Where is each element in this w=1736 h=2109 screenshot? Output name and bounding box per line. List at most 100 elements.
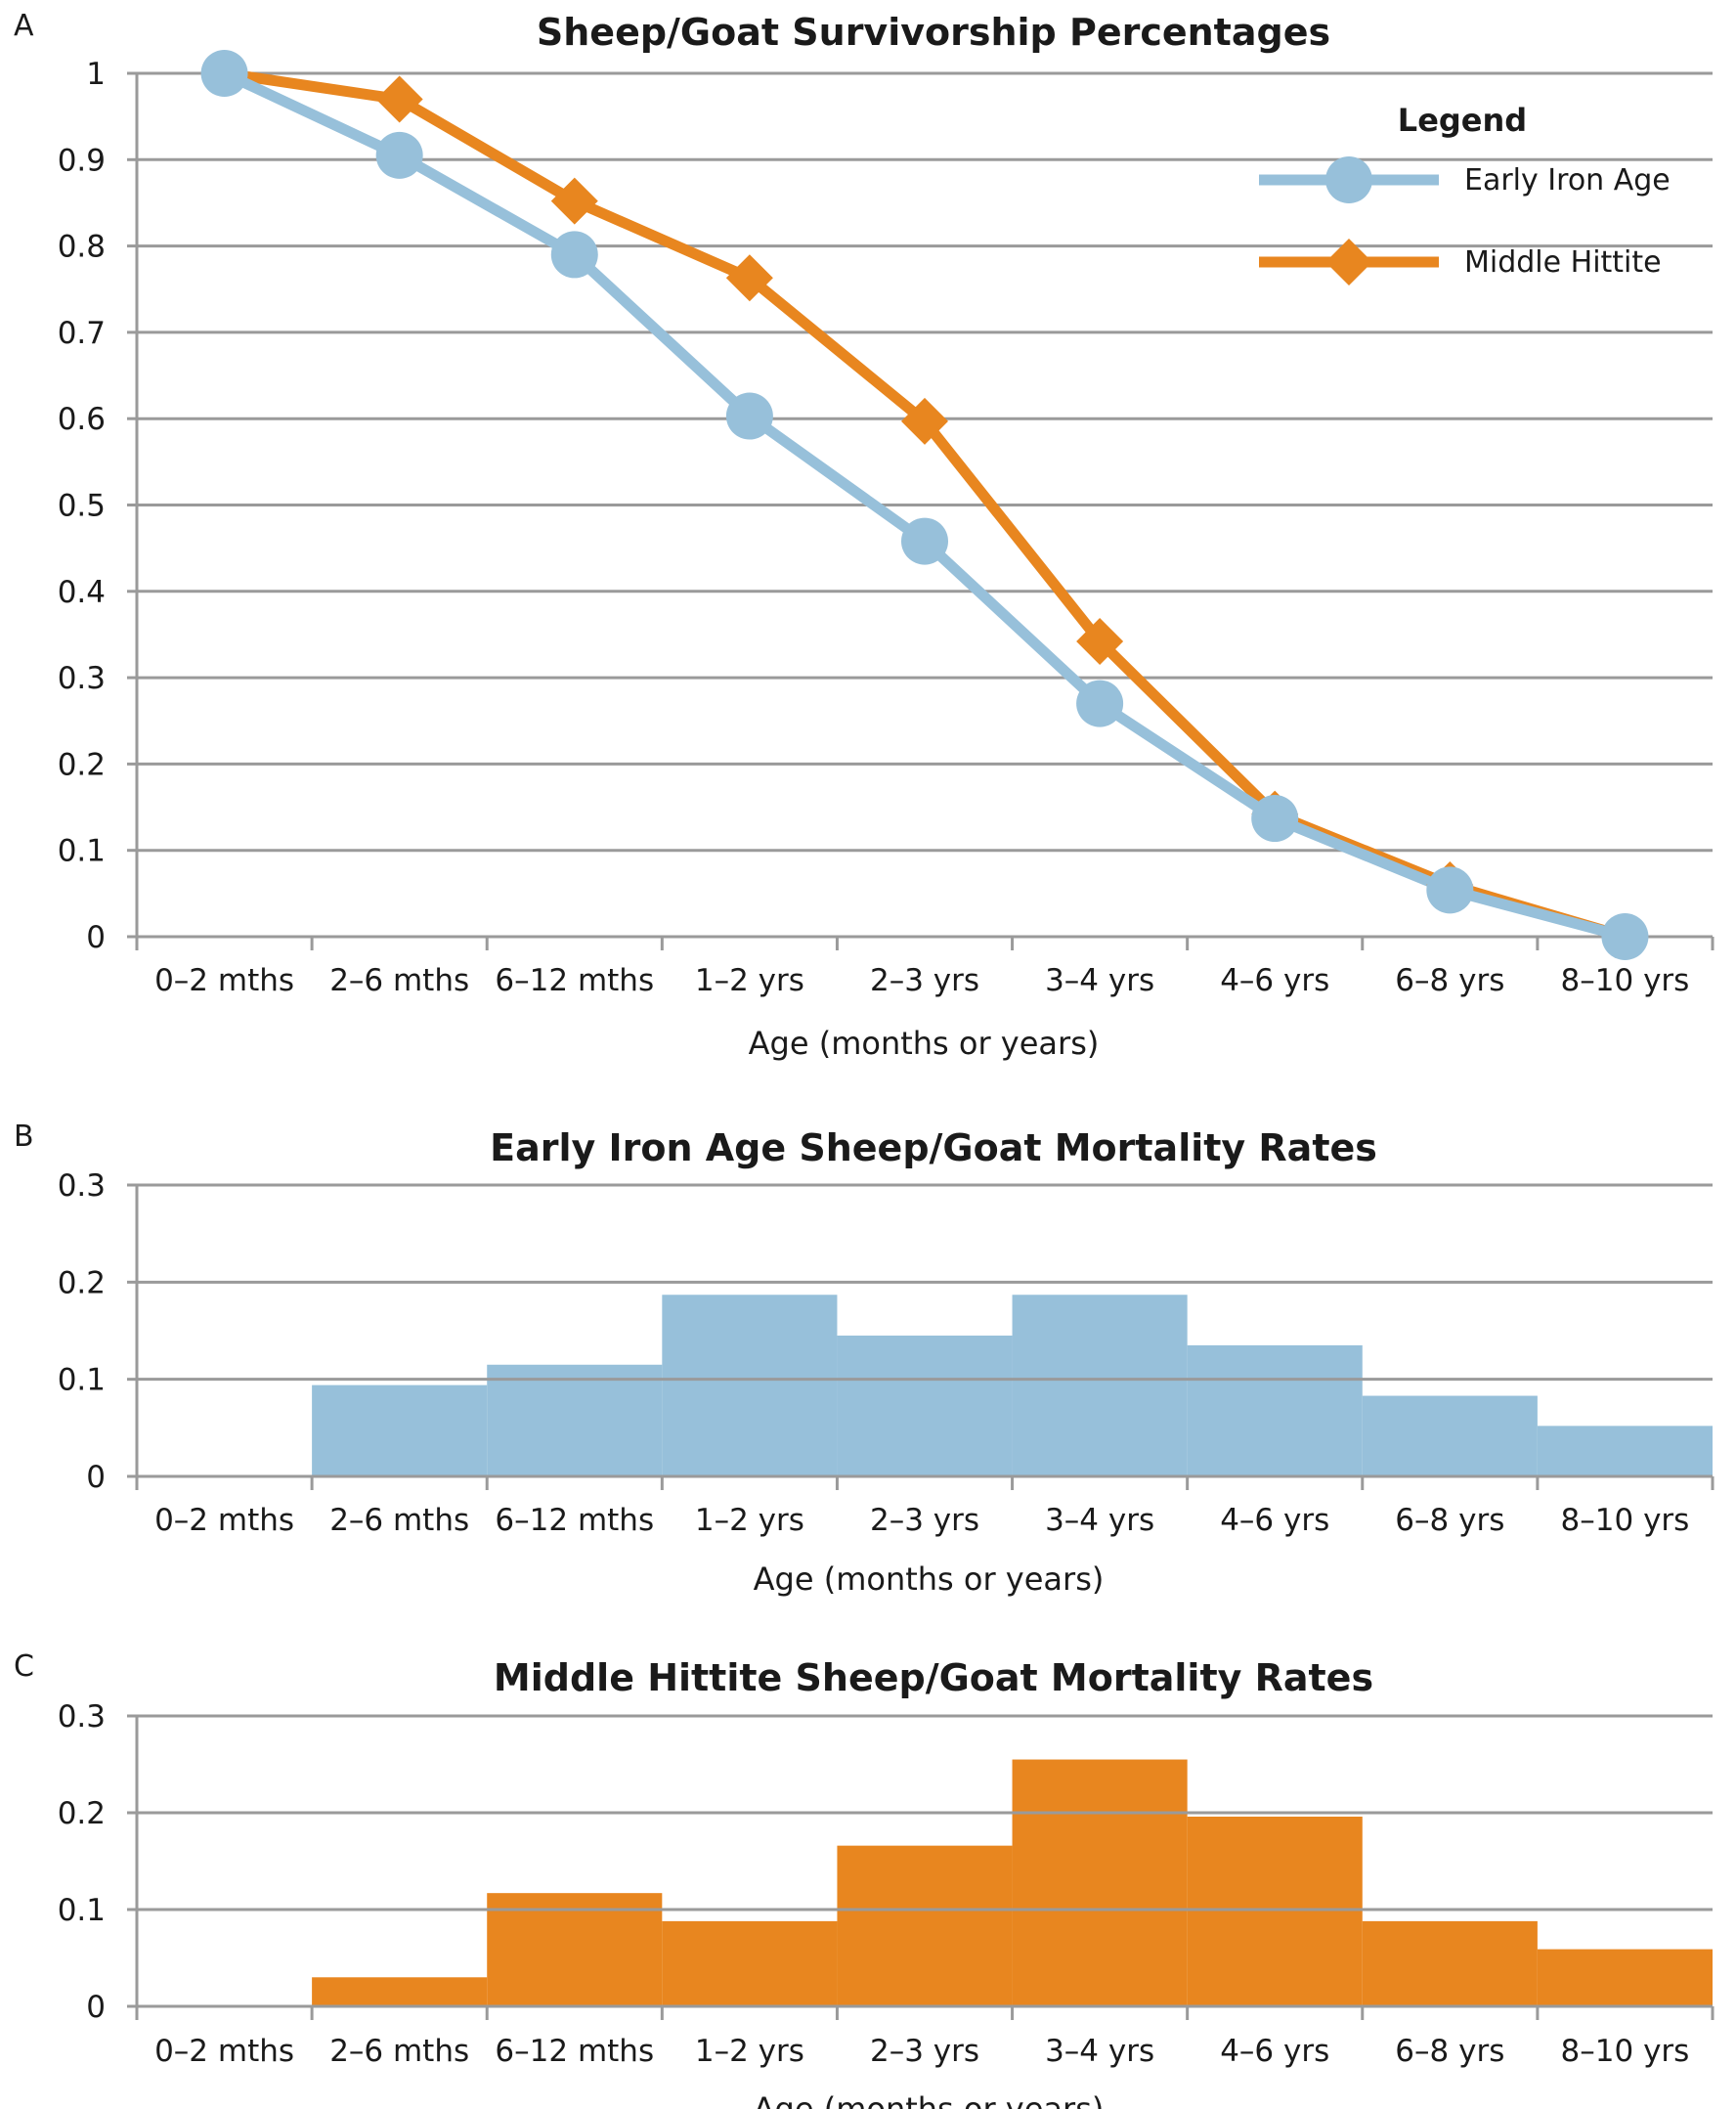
legend-entry-middle-hittite: Middle Hittite: [1259, 239, 1662, 286]
panel-b-bar-4-6-yrs: [1187, 1344, 1363, 1476]
panel-b-bar-2-3-yrs: [837, 1335, 1013, 1476]
panel-a-title: Sheep/Goat Survivorship Percentages: [537, 11, 1330, 54]
panel-c-x-tick-label-3-4-yrs: 3–4 yrs: [1045, 2034, 1154, 2069]
panel-c-axes: 0 0.1 0.2 0.3 0–2 mths 2–6 mths 6–12 mths 1–2 y…: [58, 1699, 1714, 2069]
panel-c-y-tick-label: 0.1: [58, 1893, 106, 1928]
panel-a-x-tick-label-2-3-yrs: 2–3 yrs: [870, 963, 979, 998]
panel-a-y-tick-label: 0.5: [58, 489, 106, 524]
panel-c-bar-2-6-mths: [312, 1977, 488, 2006]
panel-b-y-tick-label: 0: [86, 1460, 106, 1495]
panel-b-bar-3-4-yrs: [1012, 1295, 1188, 1476]
panel-a-y-tick-label: 0.7: [58, 316, 106, 351]
panel-c-x-tick-label-8-10-yrs: 8–10 yrs: [1561, 2034, 1690, 2069]
legend-label-early-iron-age: Early Iron Age: [1464, 163, 1671, 198]
panel-b-x-tick-label-8-10-yrs: 8–10 yrs: [1561, 1503, 1690, 1538]
panel-c-x-tick-label-4-6-yrs: 4–6 yrs: [1220, 2034, 1329, 2069]
panel-b-x-tick-label-6-8-yrs: 6–8 yrs: [1395, 1503, 1504, 1538]
panel-c-x-tick-label-6-8-yrs: 6–8 yrs: [1395, 2034, 1504, 2069]
panel-a-y-tick-label: 0: [86, 920, 106, 955]
data-point-early-iron-age-4-6-yrs: [1251, 795, 1299, 843]
panel-b-bar-2-6-mths: [312, 1384, 488, 1476]
panel-a-x-tick-label-8-10-yrs: 8–10 yrs: [1561, 963, 1690, 998]
panel-b-y-tick-label: 0.3: [58, 1168, 106, 1204]
panel-c-y-tick-label: 0: [86, 1990, 106, 2025]
panel-a-legend: Legend Early Iron Age Middle Hittite: [1259, 102, 1671, 286]
panel-a-x-tick-label-6-12-mths: 6–12 mths: [495, 963, 654, 998]
panel-a-markers: [200, 50, 1649, 960]
panel-b-bar-6-8-yrs: [1362, 1395, 1538, 1476]
data-point-early-iron-age-0-2-mths: [200, 50, 248, 97]
data-point-middle-hittite-1-2-yrs: [725, 254, 773, 302]
panel-a-x-tick-label-2-6-mths: 2–6 mths: [329, 963, 469, 998]
panel-c-bars: [312, 1759, 1713, 2006]
panel-b-x-tick-label-2-3-yrs: 2–3 yrs: [870, 1503, 979, 1538]
panel-b-x-tick-label-0-2-mths: 0–2 mths: [154, 1503, 294, 1538]
panel-a-y-tick-label: 0.9: [58, 143, 106, 178]
panel-b-x-axis-label: Age (months or years): [754, 1560, 1105, 1598]
panel-c-middle-hittite-mortality-chart: C Middle Hittite Sheep/Goat Mortality Ra…: [14, 1649, 1714, 2109]
panel-a-x-tick-label-3-4-yrs: 3–4 yrs: [1045, 963, 1154, 998]
panel-c-title: Middle Hittite Sheep/Goat Mortality Rate…: [494, 1656, 1373, 1699]
panel-b-bar-1-2-yrs: [662, 1295, 838, 1476]
panel-b-bar-6-12-mths: [487, 1364, 663, 1476]
panel-a-letter: A: [14, 9, 34, 43]
data-point-early-iron-age-3-4-yrs: [1076, 680, 1124, 727]
panel-c-bar-4-6-yrs: [1187, 1816, 1363, 2006]
panel-b-gridlines: [137, 1183, 1713, 1382]
panel-b-letter: B: [14, 1120, 34, 1154]
legend-label-middle-hittite: Middle Hittite: [1464, 245, 1662, 280]
panel-a-y-tick-label: 0.4: [58, 575, 106, 610]
panel-b-x-tick-label-2-6-mths: 2–6 mths: [329, 1503, 469, 1538]
panel-a-y-tick-label: 0.8: [58, 230, 106, 265]
panel-b-y-tick-label: 0.1: [58, 1363, 106, 1398]
panel-a-y-tick-label: 0.2: [58, 747, 106, 782]
panel-c-x-tick-label-1-2-yrs: 1–2 yrs: [695, 2034, 804, 2069]
panel-c-x-tick-label-2-3-yrs: 2–3 yrs: [870, 2034, 979, 2069]
panel-b-x-tick-label-1-2-yrs: 1–2 yrs: [695, 1503, 804, 1538]
panel-a-y-tick-label: 0.3: [58, 661, 106, 696]
panel-b-title: Early Iron Age Sheep/Goat Mortality Rate…: [490, 1126, 1377, 1169]
data-point-early-iron-age-8-10-yrs: [1601, 913, 1649, 960]
panel-b-bar-8-10-yrs: [1537, 1426, 1713, 1476]
panel-a-survivorship-chart: A Sheep/Goat Survivorship Percentages 00…: [14, 9, 1714, 1062]
panel-c-y-tick-label: 0.3: [58, 1699, 106, 1735]
legend-marker-diamond: [1325, 239, 1372, 286]
data-point-early-iron-age-6-12-mths: [550, 231, 598, 279]
data-point-early-iron-age-2-3-yrs: [901, 517, 948, 565]
data-point-middle-hittite-6-12-mths: [550, 177, 598, 225]
data-point-early-iron-age-1-2-yrs: [725, 392, 773, 440]
panel-c-bar-8-10-yrs: [1537, 1949, 1713, 2006]
panel-a-x-tick-label-0-2-mths: 0–2 mths: [154, 963, 294, 998]
data-point-middle-hittite-2-3-yrs: [901, 397, 948, 445]
panel-a-y-tick-label: 1: [86, 57, 106, 92]
data-point-early-iron-age-6-8-yrs: [1426, 866, 1474, 914]
panel-c-y-tick-label: 0.2: [58, 1796, 106, 1831]
panel-c-x-tick-label-6-12-mths: 6–12 mths: [495, 2034, 654, 2069]
legend-marker-circle: [1325, 156, 1372, 203]
data-point-early-iron-age-2-6-mths: [375, 131, 423, 179]
panel-a-x-tick-label-4-6-yrs: 4–6 yrs: [1220, 963, 1329, 998]
panel-c-x-tick-label-2-6-mths: 2–6 mths: [329, 2034, 469, 2069]
panel-c-x-axis-label: Age (months or years): [754, 2090, 1105, 2109]
panel-b-y-tick-label: 0.2: [58, 1265, 106, 1300]
panel-c-bar-6-12-mths: [487, 1893, 663, 2006]
panel-a-y-tick-label: 0.6: [58, 402, 106, 437]
panel-b-bars: [312, 1295, 1713, 1476]
panel-c-bar-3-4-yrs: [1012, 1759, 1188, 2006]
panel-a-x-tick-label-1-2-yrs: 1–2 yrs: [695, 963, 804, 998]
panel-a-y-tick-label: 0.1: [58, 834, 106, 869]
panel-a-axes: 0 0.1 0.2 0.3 0.4 0.5 0.6 0.7 0.8 0.9 1 0–2 mths 2–6…: [58, 57, 1714, 998]
panel-c-letter: C: [14, 1649, 34, 1684]
data-point-middle-hittite-2-6-mths: [375, 75, 423, 123]
panel-c-bar-2-3-yrs: [837, 1845, 1013, 2006]
panel-b-x-tick-label-4-6-yrs: 4–6 yrs: [1220, 1503, 1329, 1538]
panel-b-x-tick-label-6-12-mths: 6–12 mths: [495, 1503, 654, 1538]
legend-title: Legend: [1398, 102, 1527, 139]
panel-a-x-axis-label: Age (months or years): [749, 1025, 1100, 1062]
panel-b-early-iron-age-mortality-chart: B Early Iron Age Sheep/Goat Mortality Ra…: [14, 1120, 1714, 1598]
panel-c-bar-6-8-yrs: [1362, 1920, 1538, 2006]
panel-b-x-tick-label-3-4-yrs: 3–4 yrs: [1045, 1503, 1154, 1538]
data-point-middle-hittite-3-4-yrs: [1076, 618, 1124, 666]
panel-c-bar-1-2-yrs: [662, 1920, 838, 2006]
